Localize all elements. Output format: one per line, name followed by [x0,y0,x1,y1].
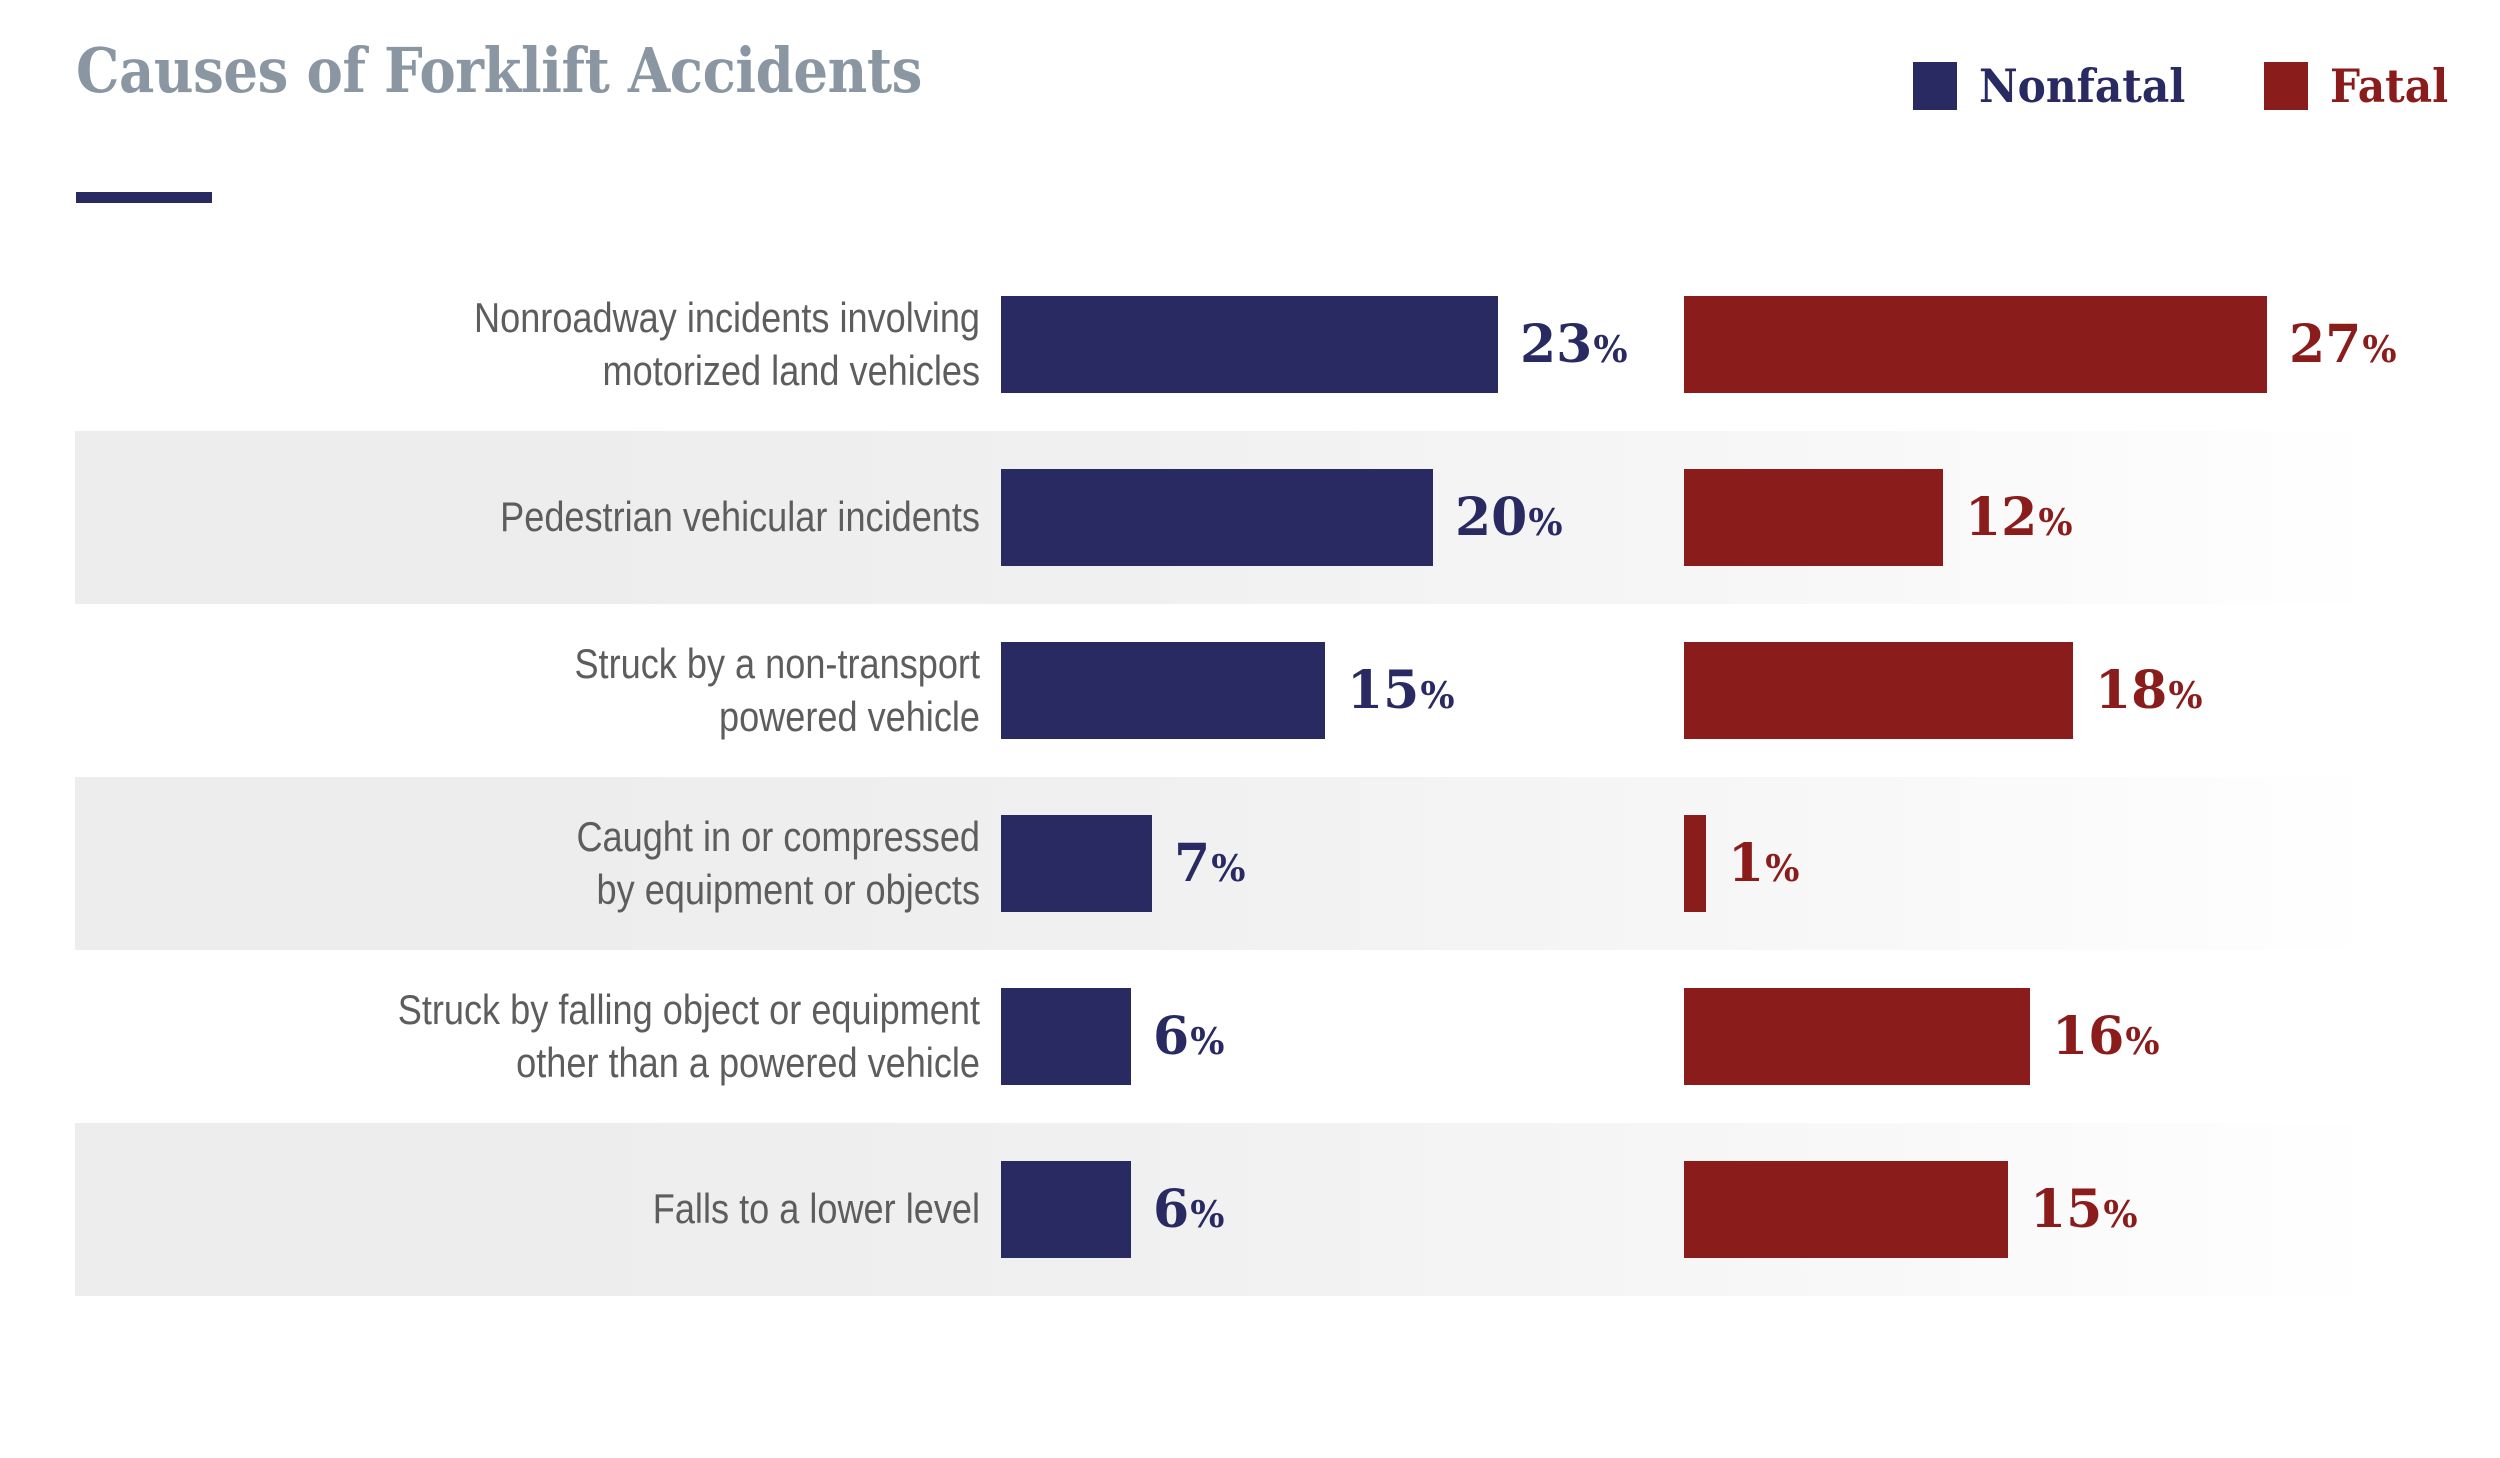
bar-value-percent-sign: % [2362,328,2397,371]
bar-nonfatal[interactable] [1001,988,1131,1085]
bar-nonfatal[interactable] [1001,815,1152,912]
bar-group-fatal: 16% [1684,950,2160,1123]
bar-value-label-nonfatal: 15% [1347,659,1455,721]
bar-group-fatal: 12% [1684,431,2073,604]
bar-value-percent-sign: % [1765,847,1800,890]
bar-value-percent-sign: % [2168,674,2203,717]
bar-value-label-fatal: 16% [2052,1005,2160,1067]
bar-value-percent-sign: % [2038,501,2073,544]
bar-value-percent-sign: % [1211,847,1246,890]
legend-item-nonfatal[interactable]: Nonfatal [1913,62,2203,110]
bar-group-fatal: 15% [1684,1123,2138,1296]
bar-group-fatal: 1% [1684,777,1799,950]
chart-row-content: Falls to a lower level 6% 15% [0,1123,2500,1296]
page-title: Causes of Forklift Accidents [76,34,922,107]
chart-row-content: Nonroadway incidents involving motorized… [0,258,2500,431]
bar-value-number: 15 [1347,659,1420,721]
legend-item-label: Fatal [2329,59,2448,113]
bar-value-percent-sign: % [1593,328,1628,371]
bar-value-label-fatal: 12% [1965,486,2073,548]
chart-row-content: Struck by falling object or equipment ot… [0,950,2500,1123]
category-label: Falls to a lower level [652,1185,980,1233]
bar-value-number: 20 [1455,486,1528,548]
bar-value-percent-sign: % [1420,674,1455,717]
legend-swatch-icon [1913,62,1958,110]
legend-item-label: Nonfatal [1979,59,2186,113]
bar-value-label-nonfatal: 23% [1520,313,1628,375]
category-label: Struck by a non-transport powered vehicl… [574,640,980,740]
bar-value-number: 27 [2289,313,2362,375]
bar-value-percent-sign: % [1190,1193,1225,1236]
chart-row: Caught in or compressed by equipment or … [0,777,2500,950]
bar-value-number: 12 [1965,486,2038,548]
bar-value-number: 7 [1174,832,1211,894]
bar-value-number: 6 [1153,1178,1190,1240]
bar-group-nonfatal: 20% [1001,431,1563,604]
bar-value-number: 16 [2052,1005,2125,1067]
bar-group-nonfatal: 6% [1001,950,1224,1123]
bar-value-number: 23 [1520,313,1593,375]
bar-value-label-fatal: 1% [1728,832,1800,894]
chart-row: Falls to a lower level 6% 15% [0,1123,2500,1296]
title-accent-rule [76,192,212,203]
bar-nonfatal[interactable] [1001,296,1498,393]
bar-group-nonfatal: 6% [1001,1123,1224,1296]
bar-nonfatal[interactable] [1001,642,1325,739]
bar-value-label-nonfatal: 20% [1455,486,1563,548]
chart-row: Struck by falling object or equipment ot… [0,950,2500,1123]
bar-nonfatal[interactable] [1001,469,1433,566]
bar-value-label-fatal: 15% [2030,1178,2138,1240]
row-stripe-background [75,777,2380,950]
bar-value-percent-sign: % [2103,1193,2138,1236]
bar-fatal[interactable] [1684,815,1706,912]
bar-value-percent-sign: % [1190,1020,1225,1063]
bar-fatal[interactable] [1684,296,2267,393]
chart-row-content: Pedestrian vehicular incidents 20% 12% [0,431,2500,604]
bar-value-label-fatal: 18% [2095,659,2203,721]
bar-fatal[interactable] [1684,469,1943,566]
bar-group-nonfatal: 23% [1001,258,1628,431]
bar-value-percent-sign: % [1528,501,1563,544]
bar-value-label-fatal: 27% [2289,313,2397,375]
bar-fatal[interactable] [1684,988,2030,1085]
chart-header: Causes of Forklift Accidents Nonfatal Fa… [0,0,2500,230]
category-label: Nonroadway incidents involving motorized… [474,294,980,394]
bar-value-label-nonfatal: 7% [1174,832,1246,894]
category-label: Struck by falling object or equipment ot… [397,986,980,1086]
bar-value-number: 1 [1728,832,1765,894]
bar-value-label-nonfatal: 6% [1153,1005,1225,1067]
bar-value-number: 6 [1153,1005,1190,1067]
bar-group-nonfatal: 15% [1001,604,1455,777]
bar-fatal[interactable] [1684,642,2073,739]
bar-group-fatal: 18% [1684,604,2203,777]
legend: Nonfatal Fatal [1913,62,2458,110]
chart-row-content: Caught in or compressed by equipment or … [0,777,2500,950]
chart-row: Pedestrian vehicular incidents 20% 12% [0,431,2500,604]
bar-value-number: 18 [2095,659,2168,721]
category-label: Caught in or compressed by equipment or … [576,813,980,913]
category-label: Pedestrian vehicular incidents [500,493,980,541]
chart-row-content: Struck by a non-transport powered vehicl… [0,604,2500,777]
bar-value-label-nonfatal: 6% [1153,1178,1225,1240]
legend-item-fatal[interactable]: Fatal [2263,59,2458,113]
bar-value-percent-sign: % [2125,1020,2160,1063]
bar-group-fatal: 27% [1684,258,2397,431]
bar-nonfatal[interactable] [1001,1161,1131,1258]
bar-fatal[interactable] [1684,1161,2008,1258]
chart-row: Struck by a non-transport powered vehicl… [0,604,2500,777]
bar-value-number: 15 [2030,1178,2103,1240]
bar-group-nonfatal: 7% [1001,777,1245,950]
legend-swatch-icon [2263,62,2308,110]
chart-row: Nonroadway incidents involving motorized… [0,258,2500,431]
bar-chart-rows: Nonroadway incidents involving motorized… [0,258,2500,1296]
